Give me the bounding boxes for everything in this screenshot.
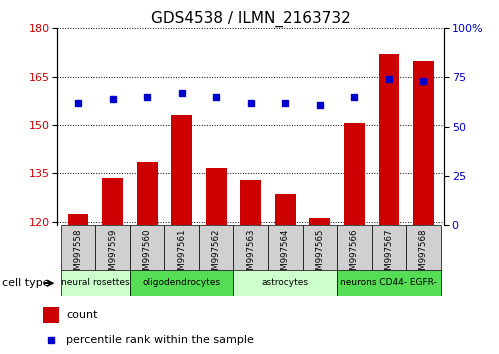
Text: count: count: [66, 309, 98, 320]
Bar: [130, 270, 234, 296]
Text: GSM997564: GSM997564: [281, 228, 290, 281]
Bar: [344, 123, 365, 225]
Text: astrocytes: astrocytes: [262, 278, 309, 287]
Bar: [130, 225, 165, 271]
Bar: [61, 270, 130, 296]
Bar: [68, 213, 88, 225]
Bar: [61, 225, 95, 271]
Title: GDS4538 / ILMN_2163732: GDS4538 / ILMN_2163732: [151, 11, 351, 27]
Bar: [372, 225, 406, 271]
Text: neurons CD44- EGFR-: neurons CD44- EGFR-: [340, 278, 437, 287]
Bar: [241, 180, 261, 225]
Bar: [309, 218, 330, 225]
Text: GSM997563: GSM997563: [246, 228, 255, 281]
Text: GSM997568: GSM997568: [419, 228, 428, 281]
Bar: [275, 194, 295, 225]
Text: oligodendrocytes: oligodendrocytes: [143, 278, 221, 287]
Bar: [95, 225, 130, 271]
Text: GSM997561: GSM997561: [177, 228, 186, 281]
Bar: [337, 225, 372, 271]
Bar: [137, 162, 158, 225]
Text: GSM997567: GSM997567: [384, 228, 393, 281]
Bar: [268, 225, 302, 271]
Bar: [165, 225, 199, 271]
Text: GSM997565: GSM997565: [315, 228, 324, 281]
Bar: [171, 115, 192, 225]
Bar: [379, 54, 399, 225]
Bar: [413, 61, 434, 225]
Text: GSM997560: GSM997560: [143, 228, 152, 281]
Bar: [234, 225, 268, 271]
Bar: [337, 270, 441, 296]
Text: GSM997558: GSM997558: [73, 228, 83, 281]
Text: GSM997559: GSM997559: [108, 228, 117, 281]
Text: percentile rank within the sample: percentile rank within the sample: [66, 335, 254, 346]
Text: GSM997562: GSM997562: [212, 228, 221, 281]
Bar: [206, 169, 227, 225]
Text: neural rosettes: neural rosettes: [61, 278, 130, 287]
Bar: [43, 307, 59, 323]
Bar: [406, 225, 441, 271]
Text: cell type: cell type: [2, 278, 50, 288]
Bar: [102, 178, 123, 225]
Text: GSM997566: GSM997566: [350, 228, 359, 281]
Bar: [199, 225, 234, 271]
Bar: [302, 225, 337, 271]
Bar: [234, 270, 337, 296]
